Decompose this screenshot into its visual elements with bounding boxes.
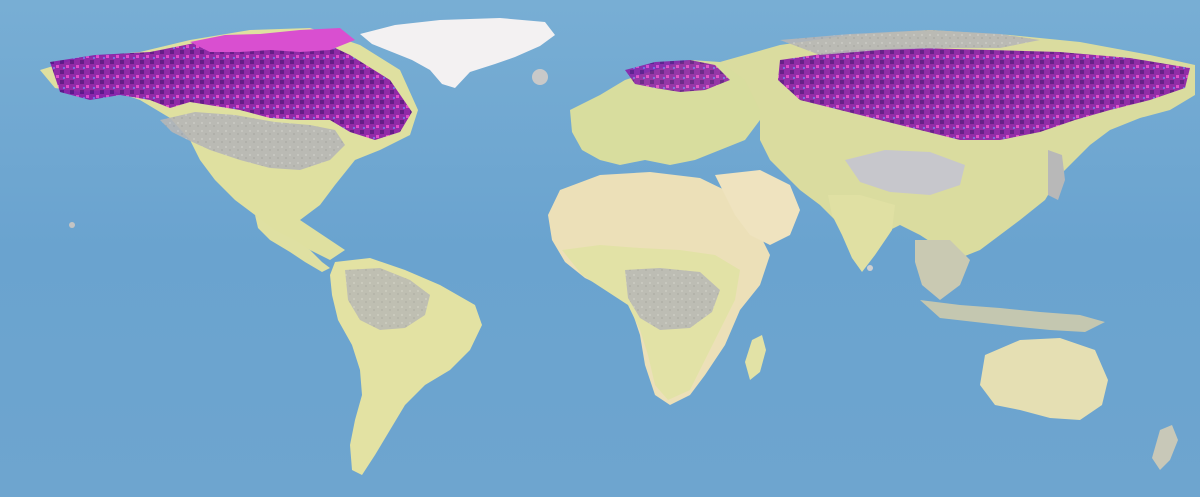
australia[interactable]	[980, 338, 1108, 420]
new-zealand[interactable]	[1152, 425, 1178, 470]
hawaii[interactable]	[69, 222, 75, 228]
scandinavia-boreal	[625, 60, 730, 92]
japan[interactable]	[1048, 150, 1065, 200]
southeast-asia[interactable]	[915, 240, 970, 300]
arctic-islands	[190, 28, 355, 52]
south-america-gray	[345, 268, 430, 330]
north-america-gray	[160, 112, 345, 170]
arabia[interactable]	[715, 170, 800, 245]
central-america[interactable]	[255, 215, 330, 272]
africa-gray	[625, 268, 720, 330]
greenland[interactable]	[360, 18, 555, 88]
indonesia[interactable]	[920, 300, 1105, 332]
asia-gray	[780, 30, 1040, 55]
tibet-plateau	[845, 150, 965, 195]
sri-lanka[interactable]	[867, 265, 873, 271]
iceland[interactable]	[532, 69, 548, 85]
india[interactable]	[828, 195, 895, 272]
north-america-boreal	[50, 36, 412, 140]
siberia-boreal	[778, 48, 1190, 140]
madagascar[interactable]	[745, 335, 766, 380]
